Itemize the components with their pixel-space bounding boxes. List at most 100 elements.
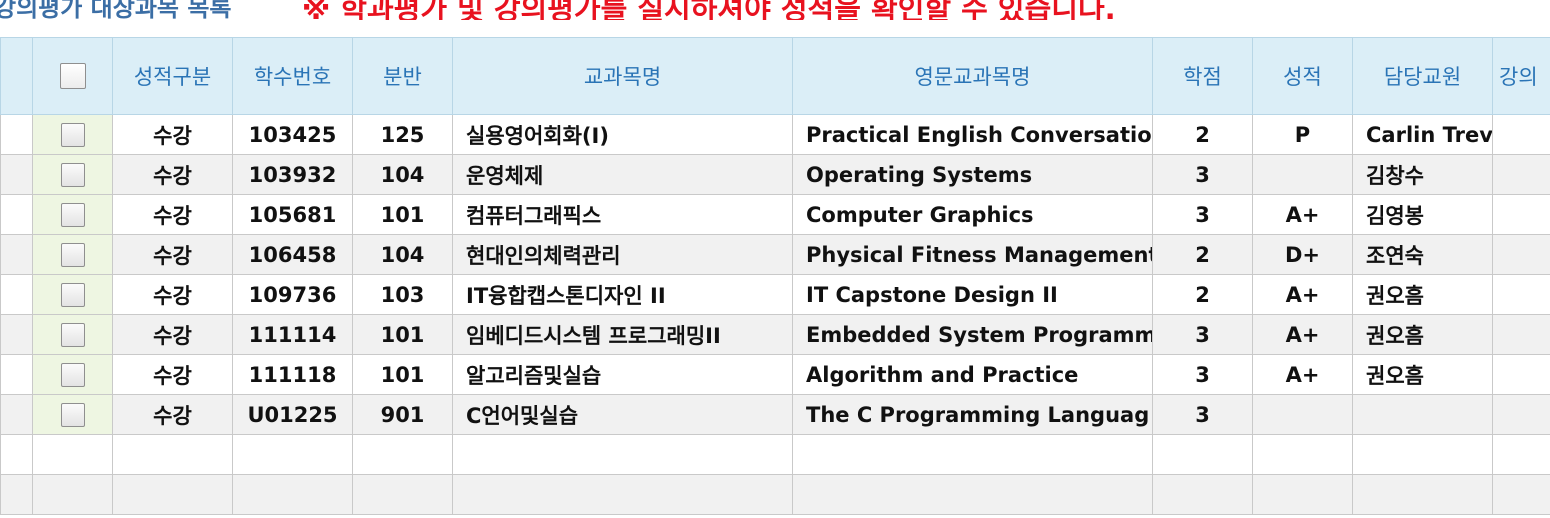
row-checkbox[interactable] [60,243,85,267]
cell-english-name: The C Programming Languag [792,394,1153,435]
col-header-lecture[interactable]: 강의 [1492,37,1550,115]
notice-text: ※ 학과평가 및 강의평가를 실시하셔야 성적을 확인할 수 있습니다. [302,0,1116,20]
cell-professor: Carlin Trev [1352,114,1493,155]
col-header-type[interactable]: 성적구분 [112,37,233,115]
cell-lecture [1492,274,1550,315]
cell-type: 수강 [112,314,233,355]
course-table: 성적구분 학수번호 분반 교과목명 영문교과목명 학점 성적 담당교원 강의 수… [0,37,1550,515]
cell-section: 103 [352,274,453,315]
cell-type: 수강 [112,394,233,435]
col-header-credit[interactable]: 학점 [1152,37,1253,115]
cell-english-name: Operating Systems [792,154,1153,195]
cell-lecture [1492,194,1550,235]
cell-english-name: Practical English Conversatio [792,114,1153,155]
cell-professor: 권오흠 [1352,314,1493,355]
row-checkbox[interactable] [60,403,85,427]
cell-section: 901 [352,394,453,435]
col-header-name[interactable]: 교과목명 [452,37,793,115]
cell-code: 109736 [232,274,353,315]
cell-type: 수강 [112,234,233,275]
cell-english-name: Computer Graphics [792,194,1153,235]
cell-code: 111118 [232,354,353,395]
cell-lecture [1492,314,1550,355]
table-row[interactable]: 수강 106458 104 현대인의체력관리 Physical Fitness … [0,234,1550,275]
cell-grade [1252,394,1353,435]
row-indicator-header [0,37,33,115]
cell-lecture [1492,154,1550,195]
row-checkbox[interactable] [60,203,85,227]
cell-code: 103425 [232,114,353,155]
row-checkbox[interactable] [60,283,85,307]
cell-section: 101 [352,314,453,355]
select-all-cell [32,37,113,115]
cell-name: IT융합캡스톤디자인 II [452,274,793,315]
cell-type: 수강 [112,274,233,315]
cell-credit: 2 [1152,274,1253,315]
cell-professor: 권오흠 [1352,274,1493,315]
cell-type: 수강 [112,114,233,155]
cell-grade [1252,154,1353,195]
cell-grade: A+ [1252,194,1353,235]
col-header-english-name[interactable]: 영문교과목명 [792,37,1153,115]
cell-professor: 김창수 [1352,154,1493,195]
table-row[interactable]: 수강 103425 125 실용영어회화(Ⅰ) Practical Englis… [0,114,1550,155]
cell-credit: 3 [1152,354,1253,395]
cell-name: 임베디드시스템 프로그래밍II [452,314,793,355]
cell-credit: 2 [1152,114,1253,155]
row-checkbox[interactable] [60,323,85,347]
col-header-code[interactable]: 학수번호 [232,37,353,115]
row-checkbox[interactable] [60,123,85,147]
cell-code: 103932 [232,154,353,195]
cell-lecture [1492,234,1550,275]
cell-english-name: Algorithm and Practice [792,354,1153,395]
table-row[interactable]: 수강 111114 101 임베디드시스템 프로그래밍II Embedded S… [0,314,1550,355]
cell-english-name: Embedded System Programm [792,314,1153,355]
cell-credit: 2 [1152,234,1253,275]
table-row[interactable]: 수강 103932 104 운영체제 Operating Systems 3 김… [0,154,1550,195]
cell-type: 수강 [112,154,233,195]
cell-type: 수강 [112,354,233,395]
table-row[interactable]: 수강 U01225 901 C언어및실습 The C Programming L… [0,394,1550,435]
cell-name: 컴퓨터그래픽스 [452,194,793,235]
cell-name: 알고리즘및실습 [452,354,793,395]
empty-row [0,434,1550,475]
cell-name: C언어및실습 [452,394,793,435]
cell-section: 101 [352,194,453,235]
cell-lecture [1492,114,1550,155]
cell-credit: 3 [1152,194,1253,235]
col-header-professor[interactable]: 담당교원 [1352,37,1493,115]
cell-code: 105681 [232,194,353,235]
table-row[interactable]: 수강 109736 103 IT융합캡스톤디자인 II IT Capstone … [0,274,1550,315]
cell-credit: 3 [1152,314,1253,355]
col-header-grade[interactable]: 성적 [1252,37,1353,115]
cell-english-name: IT Capstone Design II [792,274,1153,315]
cell-type: 수강 [112,194,233,235]
cell-grade: A+ [1252,314,1353,355]
cell-section: 125 [352,114,453,155]
cell-lecture [1492,394,1550,435]
cell-grade: A+ [1252,274,1353,315]
cell-lecture [1492,354,1550,395]
cell-professor: 조연숙 [1352,234,1493,275]
page-heading: 강의평가 대상과목 목록 ※ 학과평가 및 강의평가를 실시하셔야 성적을 확인… [0,0,1550,20]
row-checkbox[interactable] [60,163,85,187]
col-header-section[interactable]: 분반 [352,37,453,115]
cell-professor: 김영봉 [1352,194,1493,235]
cell-english-name: Physical Fitness Management [792,234,1153,275]
table-row[interactable]: 수강 105681 101 컴퓨터그래픽스 Computer Graphics … [0,194,1550,235]
cell-name: 실용영어회화(Ⅰ) [452,114,793,155]
cell-professor [1352,394,1493,435]
cell-grade: P [1252,114,1353,155]
table-header-row: 성적구분 학수번호 분반 교과목명 영문교과목명 학점 성적 담당교원 강의 [0,37,1550,115]
cell-credit: 3 [1152,394,1253,435]
row-checkbox[interactable] [60,363,85,387]
cell-code: 111114 [232,314,353,355]
cell-name: 현대인의체력관리 [452,234,793,275]
cell-grade: A+ [1252,354,1353,395]
select-all-checkbox[interactable] [59,63,86,89]
cell-code: 106458 [232,234,353,275]
cell-section: 104 [352,234,453,275]
table-row[interactable]: 수강 111118 101 알고리즘및실습 Algorithm and Prac… [0,354,1550,395]
cell-code: U01225 [232,394,353,435]
cell-section: 101 [352,354,453,395]
